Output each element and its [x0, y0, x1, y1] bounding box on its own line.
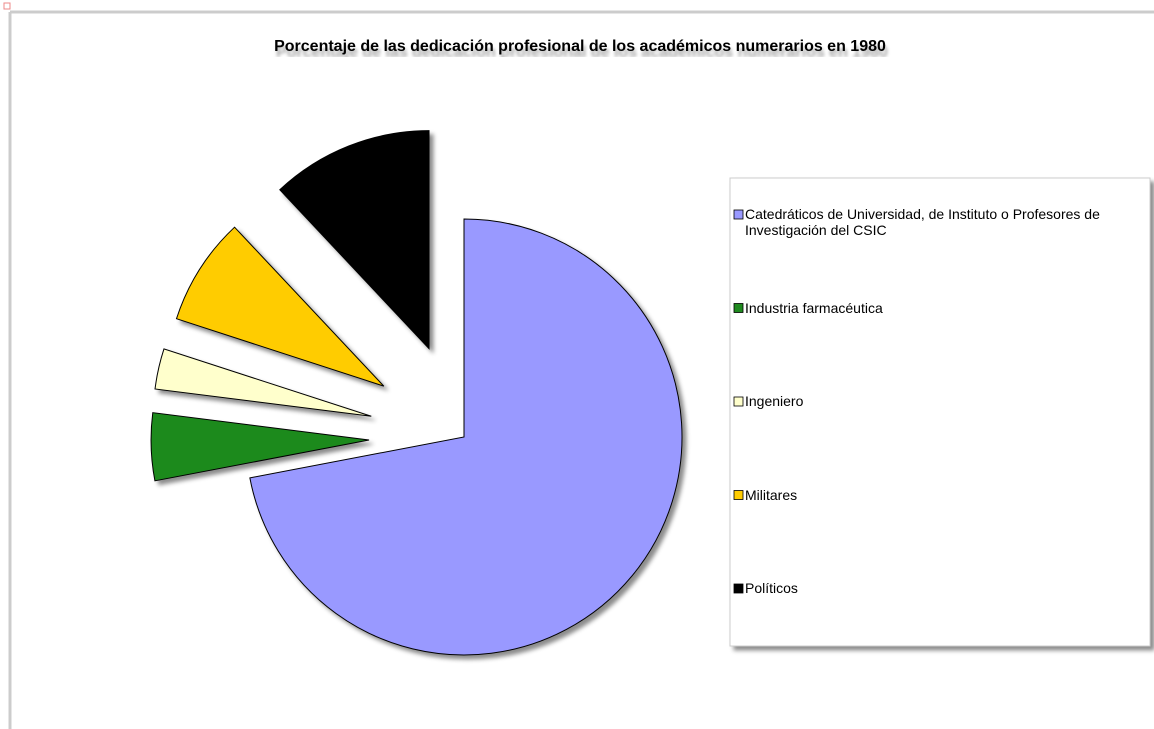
chart-title: Porcentaje de las dedicación profesional… [274, 38, 886, 55]
pie-slice [249, 218, 683, 656]
pie [150, 130, 683, 656]
legend-label-box: Ingeniero [745, 393, 804, 409]
legend: Catedráticos de Universidad, de Institut… [733, 206, 1100, 596]
legend-swatch [733, 396, 744, 407]
legend-label-box: Industria farmacéutica [745, 299, 883, 316]
legend-swatch [733, 583, 744, 594]
pie-slice [279, 130, 430, 350]
legend-label-box: Catedráticos de Universidad, de Institut… [745, 206, 1100, 238]
legend-swatch [733, 209, 744, 220]
pie-slice [154, 348, 372, 417]
pie-slice [175, 226, 385, 387]
pie-slice [150, 412, 370, 482]
legend-label: Militares [745, 486, 798, 503]
legend-label: Ingeniero [745, 393, 804, 409]
handle [3, 2, 11, 10]
legend-label: Políticos [745, 580, 798, 596]
legend-box [729, 177, 1151, 647]
legend-label-box: Políticos [745, 580, 798, 596]
legend-label-box: Militares [745, 486, 798, 503]
legend-label: Catedráticos de Universidad, de Institut… [745, 206, 1100, 238]
legend-swatch [733, 303, 744, 313]
legend-label: Industria farmacéutica [745, 299, 883, 316]
legend-swatch [733, 490, 744, 500]
